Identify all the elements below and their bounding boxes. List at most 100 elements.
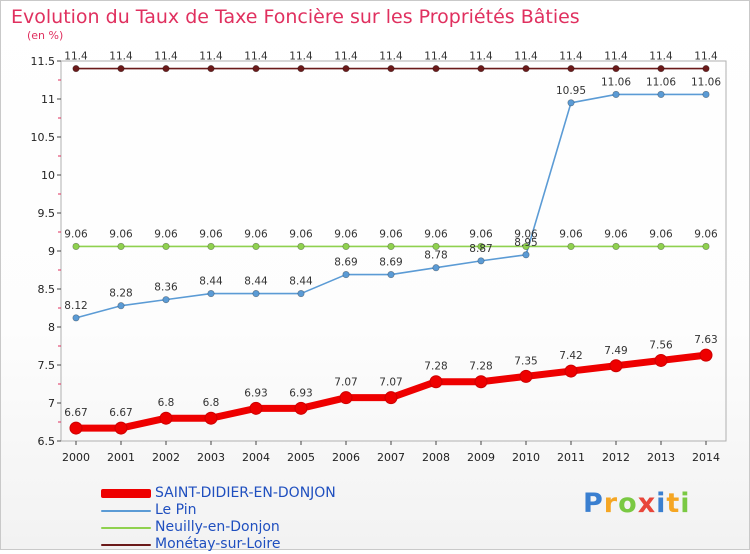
data-label: 9.06 <box>424 228 448 240</box>
data-point <box>702 65 710 73</box>
data-point <box>702 242 710 250</box>
data-point <box>432 65 440 73</box>
data-label: 8.44 <box>289 276 313 288</box>
data-point <box>252 290 260 298</box>
x-tick-label: 2012 <box>602 451 630 464</box>
legend-swatch <box>101 527 151 529</box>
data-point <box>117 242 125 250</box>
data-point <box>567 242 575 250</box>
data-label: 9.06 <box>649 228 673 240</box>
data-point <box>387 271 395 279</box>
data-point <box>609 359 623 373</box>
data-point <box>702 90 710 98</box>
data-label: 9.06 <box>244 228 268 240</box>
data-label: 6.93 <box>244 387 267 399</box>
data-point <box>342 65 350 73</box>
data-point <box>612 65 620 73</box>
data-label: 8.87 <box>469 243 492 255</box>
data-point <box>207 65 215 73</box>
logo-letter: o <box>618 488 638 519</box>
data-point <box>387 242 395 250</box>
data-label: 8.44 <box>199 276 223 288</box>
data-point <box>477 65 485 73</box>
data-point <box>522 65 530 73</box>
data-label: 6.67 <box>64 407 87 419</box>
data-point <box>159 411 173 425</box>
data-point <box>162 65 170 73</box>
data-label: 11.4 <box>244 51 268 63</box>
data-label: 8.12 <box>64 300 87 312</box>
data-label: 11.4 <box>514 51 538 63</box>
data-point <box>522 242 530 250</box>
data-label: 11.4 <box>334 51 358 63</box>
data-label: 11.4 <box>694 51 718 63</box>
data-point <box>519 369 533 383</box>
data-point <box>342 242 350 250</box>
data-label: 7.42 <box>559 350 582 362</box>
data-point <box>117 302 125 310</box>
data-label: 8.28 <box>109 288 132 300</box>
data-label: 7.49 <box>604 345 627 357</box>
data-point <box>432 264 440 272</box>
data-point <box>207 290 215 298</box>
data-point <box>252 242 260 250</box>
data-label: 8.36 <box>154 282 178 294</box>
data-point <box>294 401 308 415</box>
data-point <box>117 65 125 73</box>
y-tick-label: 6.5 <box>38 435 56 448</box>
data-point <box>429 375 443 389</box>
data-point <box>339 391 353 405</box>
data-point <box>69 421 83 435</box>
data-label: 11.4 <box>109 51 133 63</box>
data-label: 6.67 <box>109 407 132 419</box>
data-label: 7.28 <box>424 361 447 373</box>
data-point <box>342 271 350 279</box>
data-label: 7.63 <box>694 334 717 346</box>
x-tick-label: 2007 <box>377 451 405 464</box>
proxiti-logo: Proxiti <box>583 488 691 519</box>
data-point <box>654 353 668 367</box>
data-label: 6.8 <box>158 397 175 409</box>
data-point <box>162 296 170 304</box>
data-label: 7.28 <box>469 361 492 373</box>
data-point <box>114 421 128 435</box>
data-label: 7.56 <box>649 339 673 351</box>
data-label: 8.69 <box>334 257 357 269</box>
x-tick-label: 2004 <box>242 451 270 464</box>
y-tick-label: 8.5 <box>38 283 56 296</box>
data-label: 9.06 <box>199 228 223 240</box>
data-point <box>384 391 398 405</box>
y-tick-label: 9.5 <box>38 207 56 220</box>
data-label: 11.4 <box>469 51 493 63</box>
data-label: 6.8 <box>203 397 220 409</box>
data-label: 9.06 <box>154 228 178 240</box>
data-label: 11.06 <box>691 76 721 88</box>
data-point <box>657 242 665 250</box>
data-label: 11.4 <box>154 51 178 63</box>
logo-letter: t <box>666 488 681 519</box>
logo-letter: r <box>603 488 619 519</box>
legend-label: Monétay-sur-Loire <box>155 536 281 552</box>
data-label: 8.95 <box>514 237 537 249</box>
data-point <box>72 242 80 250</box>
x-tick-label: 2010 <box>512 451 540 464</box>
data-point <box>162 242 170 250</box>
data-label: 9.06 <box>109 228 133 240</box>
data-point <box>297 65 305 73</box>
data-label: 9.06 <box>514 228 538 240</box>
y-tick-label: 11.5 <box>31 55 56 68</box>
data-label: 8.78 <box>424 250 447 262</box>
legend-label: SAINT-DIDIER-EN-DONJON <box>155 485 336 501</box>
data-point <box>207 242 215 250</box>
data-label: 11.4 <box>424 51 448 63</box>
data-label: 9.06 <box>604 228 628 240</box>
legend-swatch <box>101 544 151 546</box>
y-tick-label: 10 <box>41 169 55 182</box>
data-point <box>567 65 575 73</box>
legend-swatch <box>101 489 151 498</box>
data-label: 11.4 <box>604 51 628 63</box>
data-point <box>522 251 530 259</box>
legend-swatch <box>101 510 151 512</box>
data-label: 11.4 <box>199 51 223 63</box>
